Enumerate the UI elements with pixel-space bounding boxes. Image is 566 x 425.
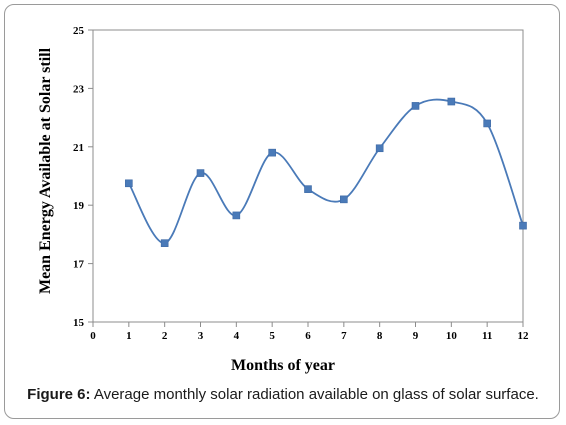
chart-axes <box>92 29 524 323</box>
series-markers <box>125 97 527 247</box>
x-tick-label: 8 <box>377 330 383 342</box>
plot-area-border <box>92 29 524 323</box>
data-point-marker <box>375 144 384 153</box>
y-axis-title: Mean Energy Available at Solar still <box>37 47 54 294</box>
y-tick-label: 23 <box>73 83 85 95</box>
x-tick-label: 11 <box>482 330 492 342</box>
data-point-marker <box>411 102 420 110</box>
series-line <box>128 98 524 245</box>
x-axis-title: Months of year <box>231 357 335 374</box>
data-point-marker <box>304 185 312 193</box>
y-tick-label: 19 <box>73 200 85 212</box>
x-tick-label: 9 <box>413 330 419 342</box>
x-tick-label: 1 <box>126 330 132 342</box>
x-tick-label: 0 <box>90 330 96 342</box>
y-tick-label: 15 <box>73 317 85 329</box>
data-point-marker <box>483 119 491 128</box>
x-tick-label: 6 <box>305 330 311 342</box>
data-point-marker <box>268 148 276 157</box>
x-tick-label: 3 <box>198 330 204 342</box>
data-point-marker <box>196 169 205 177</box>
data-point-marker <box>340 195 348 204</box>
data-point-marker <box>160 239 169 247</box>
y-tick-label: 21 <box>73 142 84 154</box>
x-tick-label: 2 <box>162 330 168 342</box>
figure-caption: Figure 6: Average monthly solar radiatio… <box>0 386 566 403</box>
x-tick-label: 7 <box>341 330 347 342</box>
x-tick-label: 5 <box>269 330 275 342</box>
figure-frame <box>4 4 560 419</box>
data-point-marker <box>232 211 241 220</box>
x-tick-label: 4 <box>234 330 240 342</box>
data-point-marker <box>447 97 456 106</box>
caption-text: Average monthly solar radiation availabl… <box>90 386 539 403</box>
data-point-marker <box>519 221 527 230</box>
data-point-marker <box>125 179 133 188</box>
y-tick-label: 25 <box>73 25 85 37</box>
y-tick-label: 17 <box>73 259 85 271</box>
x-tick-label: 12 <box>518 330 530 342</box>
x-tick-label: 10 <box>446 330 458 342</box>
caption-label: Figure 6: <box>27 386 91 403</box>
